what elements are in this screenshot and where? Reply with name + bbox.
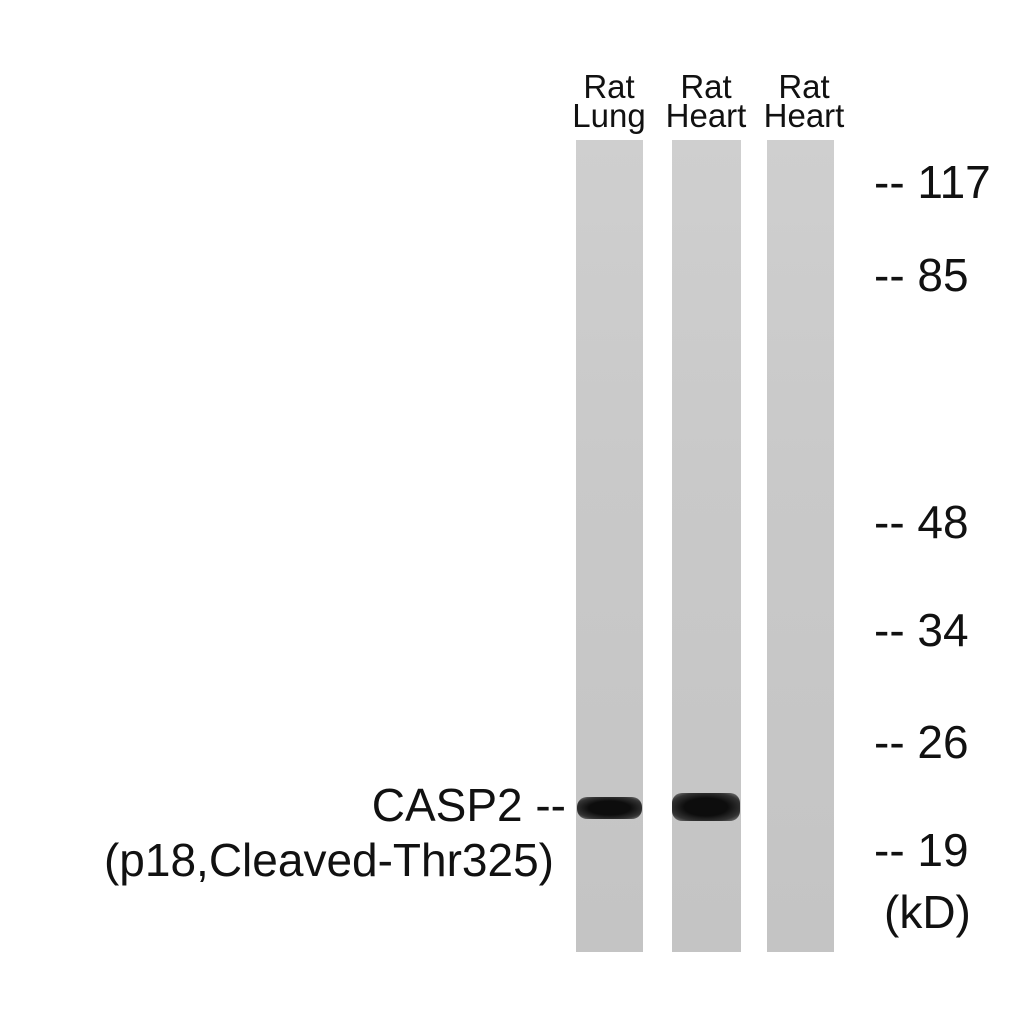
marker-label: -- 34 <box>874 604 969 656</box>
lane-label-line: Heart <box>763 97 845 134</box>
marker-label: -- 19 <box>874 824 969 876</box>
marker-label: -- 48 <box>874 496 969 548</box>
lane <box>672 140 741 952</box>
lane-label-line: Lung <box>572 97 646 134</box>
protein-label: (p18,Cleaved-Thr325) <box>103 834 554 886</box>
lane-label: Rat Heart <box>656 68 756 134</box>
marker-label: -- 117 <box>874 156 991 208</box>
lane-label-line: Rat <box>583 68 635 105</box>
lane-label: Rat Lung <box>559 68 659 134</box>
unit-label: (kD) <box>884 886 971 938</box>
lane-label-line: Heart <box>665 97 747 134</box>
lane-label-line: Rat <box>680 68 732 105</box>
band <box>577 797 642 819</box>
protein-label: CASP2 -- <box>371 779 566 831</box>
band <box>672 793 740 821</box>
lane-label: Rat Heart <box>754 68 854 134</box>
lane <box>767 140 834 952</box>
marker-label: -- 26 <box>874 716 969 768</box>
lane-label-line: Rat <box>778 68 830 105</box>
marker-label: -- 85 <box>874 249 969 301</box>
lane <box>576 140 643 952</box>
